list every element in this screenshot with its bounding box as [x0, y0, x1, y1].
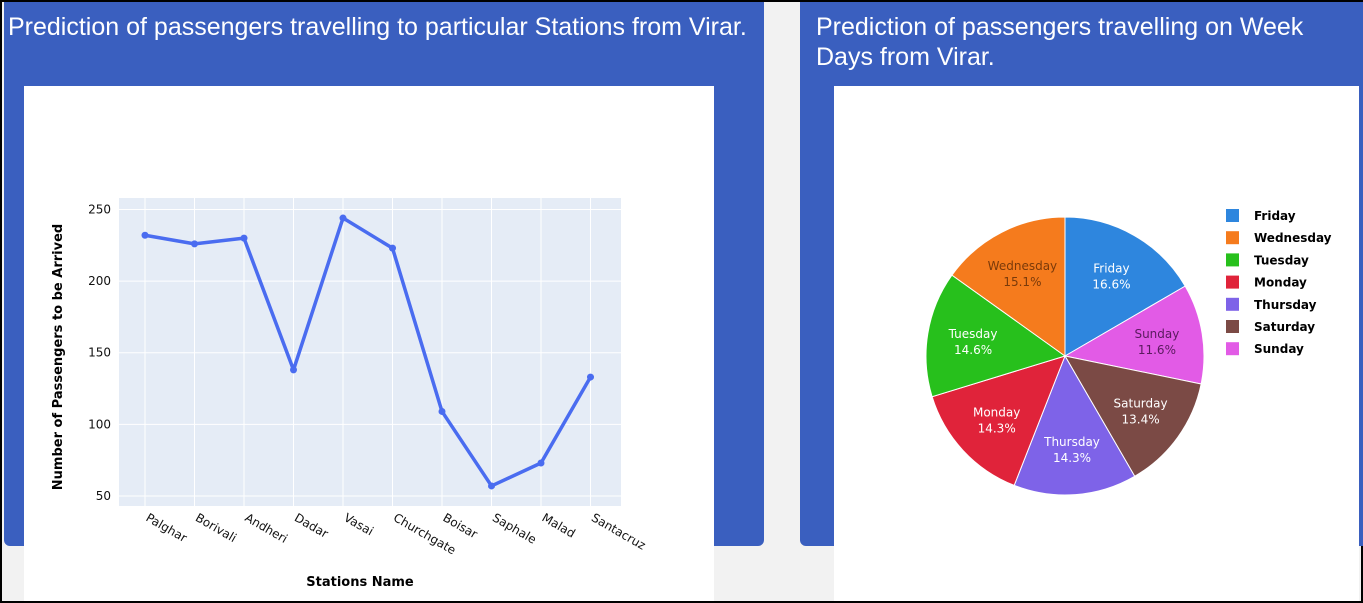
line-chart: 50 100 150 200 250 Palghar Borivali Andheri Dada…	[51, 198, 648, 590]
legend-label: Tuesday	[1254, 253, 1309, 267]
legend-swatch	[1226, 320, 1239, 333]
slice-label: Friday	[1093, 261, 1129, 275]
x-tick-label: Saphale	[490, 510, 539, 546]
legend-label: Sunday	[1254, 342, 1304, 356]
pie-chart-panel: Friday 16.6% Sunday 11.6% Saturday 13.4% Thurs…	[834, 86, 1359, 601]
legend-label: Thursday	[1254, 298, 1317, 312]
slice-percent: 14.6%	[954, 343, 992, 357]
plot-area	[119, 198, 621, 506]
y-tick-label: 50	[96, 489, 111, 503]
data-point	[488, 482, 495, 490]
data-point	[290, 366, 297, 374]
slice-label: Tuesday	[948, 327, 998, 341]
weekdays-card-title: Prediction of passengers travelling on W…	[816, 13, 1304, 71]
pie-slice-sunday	[1063, 285, 1205, 385]
pie-slice-wednesday	[951, 216, 1066, 357]
legend-label: Saturday	[1254, 320, 1315, 334]
x-tick-label: Palghar	[144, 510, 190, 545]
x-tick-label: Vasai	[342, 510, 376, 538]
y-tick-label: 150	[88, 346, 111, 360]
legend-swatch	[1226, 209, 1239, 222]
slice-label: Saturday	[1114, 396, 1168, 410]
x-tick-label: Malad	[540, 510, 578, 540]
x-axis-title: Stations Name	[306, 575, 414, 590]
slice-label: Monday	[973, 405, 1020, 419]
slice-percent: 15.1%	[1003, 275, 1041, 289]
slice-percent: 11.6%	[1138, 343, 1176, 357]
y-tick-label: 100	[88, 417, 111, 431]
legend-swatch	[1226, 297, 1239, 311]
data-point	[587, 373, 594, 381]
data-point	[339, 214, 347, 222]
legend-label: Wednesday	[1254, 231, 1332, 245]
data-point	[537, 459, 545, 467]
legend-swatch	[1226, 275, 1239, 289]
pie-slice-monday	[931, 355, 1066, 487]
slice-percent: 14.3%	[978, 421, 1016, 435]
data-point	[438, 407, 446, 415]
slice-percent: 13.4%	[1122, 412, 1160, 426]
pie-slice-saturday	[1064, 355, 1202, 477]
y-axis-title: Number of Passengers to be Arrived	[51, 224, 66, 490]
data-point	[191, 240, 198, 248]
legend-swatch	[1226, 231, 1239, 245]
x-tick-label: Santacruz	[589, 510, 648, 552]
x-tick-label: Andheri	[243, 510, 290, 545]
x-tick-label: Dadar	[292, 510, 331, 540]
line-chart-panel: 50 100 150 200 250 Palghar Borivali Andheri Dada…	[24, 86, 714, 601]
legend-label: Friday	[1254, 209, 1296, 223]
x-tick-label: Borivali	[193, 510, 239, 545]
legend-swatch	[1226, 342, 1239, 356]
series-line	[144, 216, 593, 488]
slice-percent: 16.6%	[1092, 277, 1130, 291]
stations-card-title: Prediction of passengers travelling to p…	[8, 13, 747, 41]
pie-slice-thursday	[1013, 354, 1136, 496]
slice-label: Sunday	[1134, 327, 1179, 341]
slice-percent: 14.3%	[1053, 451, 1091, 465]
legend-label: Monday	[1254, 276, 1307, 290]
data-point	[240, 234, 248, 242]
data-point	[141, 231, 149, 239]
pie-slice-tuesday	[925, 274, 1067, 398]
legend-swatch	[1226, 253, 1239, 267]
data-point	[389, 244, 396, 252]
pie-chart: Friday 16.6% Sunday 11.6% Saturday 13.4% Thurs…	[925, 209, 1332, 496]
pie-slice-friday	[1064, 216, 1186, 357]
y-tick-label: 250	[88, 202, 111, 216]
slice-label: Thursday	[1043, 435, 1100, 449]
y-tick-label: 200	[88, 274, 111, 288]
x-tick-label: Boisar	[441, 510, 480, 541]
slice-label: Wednesday	[988, 259, 1057, 273]
